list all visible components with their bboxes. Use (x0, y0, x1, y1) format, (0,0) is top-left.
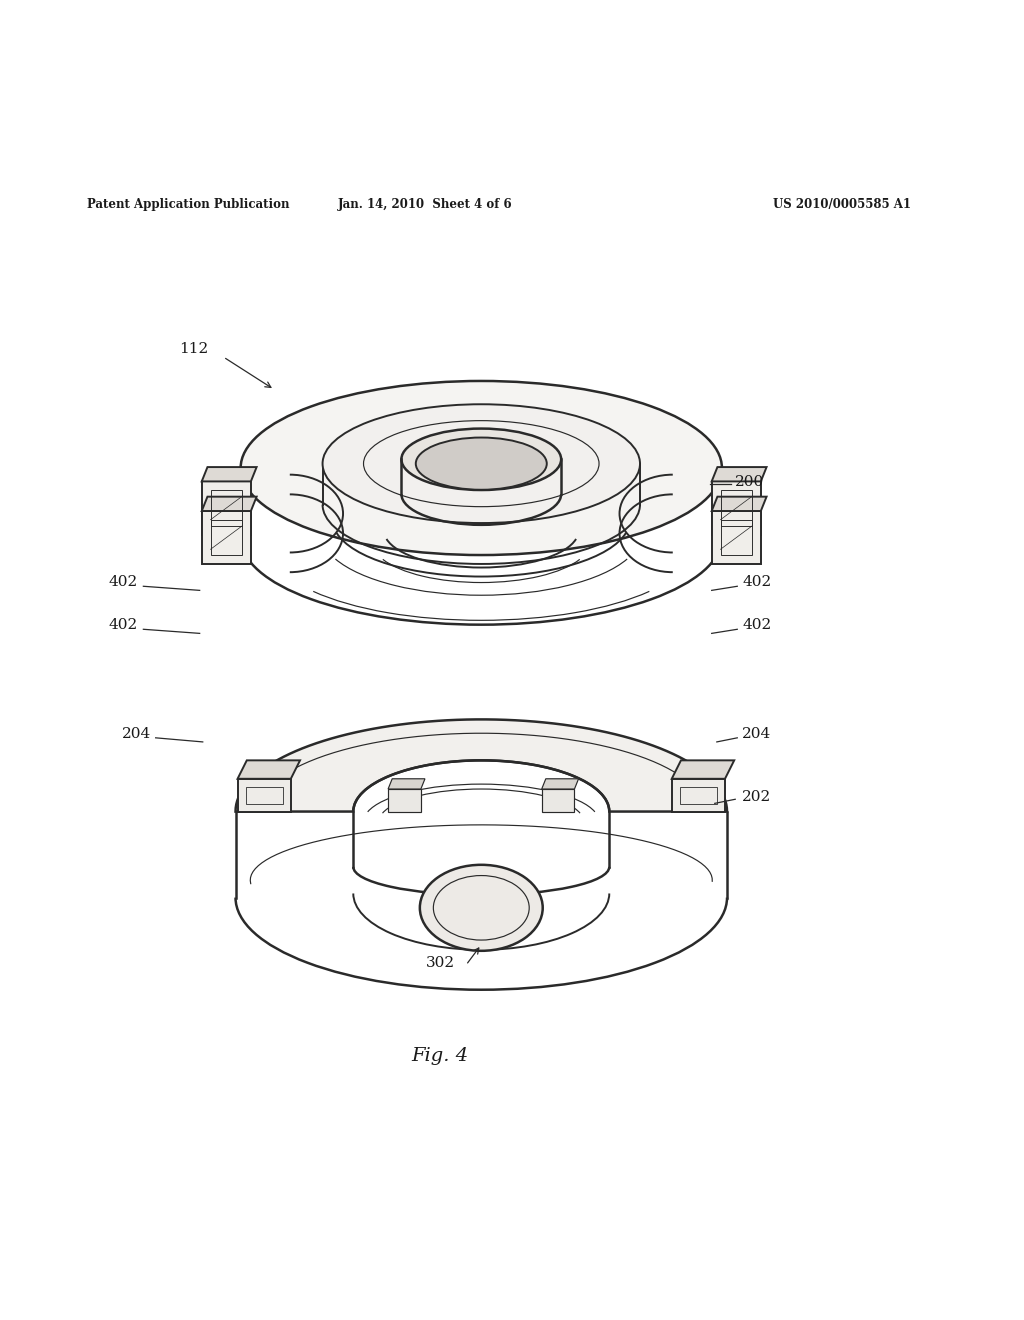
Text: US 2010/0005585 A1: US 2010/0005585 A1 (773, 198, 911, 211)
Ellipse shape (416, 437, 547, 490)
Polygon shape (712, 496, 767, 511)
Text: 204: 204 (122, 727, 152, 741)
Text: Fig. 4: Fig. 4 (412, 1047, 469, 1065)
Ellipse shape (241, 381, 722, 554)
Text: 112: 112 (179, 342, 209, 356)
Polygon shape (236, 719, 727, 812)
Text: 200: 200 (735, 475, 765, 488)
Polygon shape (202, 467, 257, 482)
Polygon shape (542, 789, 574, 812)
Polygon shape (672, 779, 725, 812)
Polygon shape (238, 779, 291, 812)
Text: 402: 402 (742, 618, 772, 632)
Polygon shape (388, 779, 425, 789)
Text: 204: 204 (742, 727, 772, 741)
Polygon shape (202, 482, 251, 535)
Polygon shape (712, 467, 767, 482)
Ellipse shape (401, 429, 561, 490)
Ellipse shape (420, 865, 543, 950)
Polygon shape (388, 789, 421, 812)
Text: 402: 402 (109, 618, 138, 632)
Polygon shape (238, 760, 300, 779)
Text: 302: 302 (426, 956, 455, 970)
Text: 202: 202 (742, 791, 772, 804)
Text: 402: 402 (109, 576, 138, 589)
Polygon shape (712, 511, 761, 564)
Text: Patent Application Publication: Patent Application Publication (87, 198, 290, 211)
Text: 402: 402 (742, 576, 772, 589)
Polygon shape (712, 482, 761, 535)
Polygon shape (202, 496, 257, 511)
Polygon shape (672, 760, 734, 779)
Text: Jan. 14, 2010  Sheet 4 of 6: Jan. 14, 2010 Sheet 4 of 6 (338, 198, 512, 211)
Polygon shape (202, 511, 251, 564)
Polygon shape (542, 779, 579, 789)
Ellipse shape (323, 404, 640, 523)
